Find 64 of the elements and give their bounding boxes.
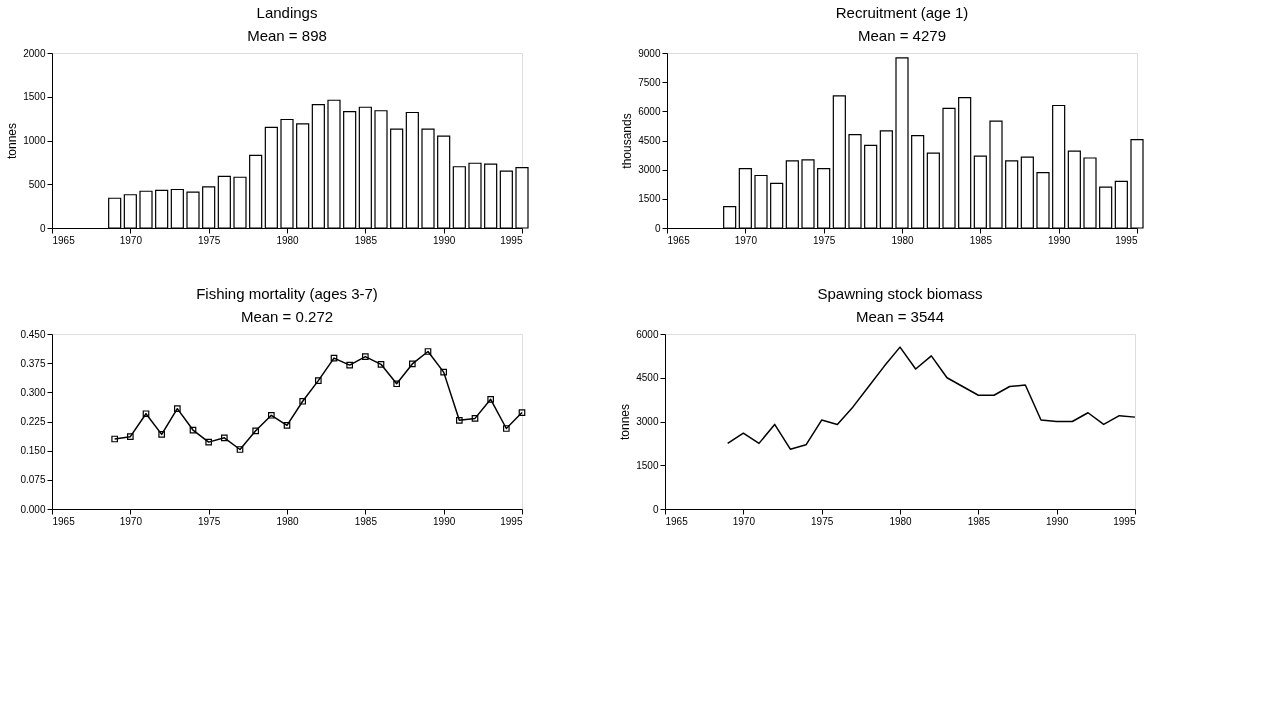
y-tick-label: 1500 — [638, 193, 661, 205]
x-tick-label: 1970 — [119, 234, 143, 246]
y-tick-label: 0 — [652, 503, 659, 515]
y-tick-label: 7500 — [638, 76, 661, 88]
chart-subtitle: Mean = 4279 — [858, 27, 946, 44]
y-tick-label: 6000 — [636, 328, 659, 340]
x-tick-label: 1970 — [734, 234, 758, 246]
y-tick-label: 0.075 — [20, 474, 46, 486]
y-tick-label: 3000 — [636, 416, 659, 427]
chart-title: Fishing mortality (ages 3-7) — [196, 285, 378, 302]
x-tick-label: 1995 — [1113, 515, 1136, 527]
x-tick-label: 1980 — [889, 515, 913, 527]
y-tick-label: 9000 — [638, 47, 661, 59]
x-tick-label: 1995 — [1115, 234, 1138, 246]
x-tick-label: 1995 — [500, 515, 523, 527]
x-tick-label: 1985 — [354, 234, 378, 246]
chart-title: Landings — [256, 4, 318, 21]
y-tick-label: 0.300 — [20, 386, 46, 398]
x-tick-label: 1975 — [198, 234, 221, 246]
y-tick-label: 0 — [654, 222, 661, 234]
y-tick-label: 500 — [28, 178, 46, 190]
x-tick-label: 1970 — [119, 515, 143, 527]
chart-subtitle: Mean = 898 — [247, 27, 327, 44]
x-tick-label: 1990 — [433, 515, 456, 527]
chart-title: Recruitment (age 1) — [835, 4, 969, 21]
x-tick-label: 1965 — [52, 515, 76, 527]
x-tick-label: 1995 — [500, 234, 523, 246]
line-series — [726, 346, 1136, 450]
x-tick-label: 1965 — [52, 234, 76, 246]
x-tick-label: 1985 — [967, 515, 991, 527]
y-tick-label: 1500 — [636, 459, 659, 471]
x-tick-label: 1990 — [1046, 515, 1069, 527]
chart-subtitle: Mean = 3544 — [856, 308, 944, 325]
x-tick-label: 1985 — [354, 515, 378, 527]
x-tick-label: 1980 — [276, 234, 300, 246]
y-axis-title: tonnes — [5, 122, 20, 160]
x-tick-label: 1980 — [891, 234, 915, 246]
y-tick-label: 6000 — [638, 105, 661, 117]
x-tick-label: 1970 — [732, 515, 756, 527]
y-tick-label: 1000 — [23, 135, 46, 146]
y-tick-label: 4500 — [638, 135, 661, 146]
y-tick-label: 0.450 — [20, 328, 46, 340]
chart-title: Spawning stock biomass — [817, 285, 983, 302]
x-tick-label: 1975 — [198, 515, 221, 527]
x-tick-label: 1980 — [276, 515, 300, 527]
y-tick-label: 2000 — [23, 47, 46, 59]
x-tick-label: 1990 — [1048, 234, 1071, 246]
y-tick-label: 3000 — [638, 164, 661, 176]
x-tick-label: 1975 — [811, 515, 834, 527]
y-tick-label: 0.000 — [20, 503, 46, 515]
x-tick-label: 1990 — [433, 234, 456, 246]
x-tick-label: 1975 — [813, 234, 836, 246]
x-tick-label: 1965 — [665, 515, 689, 527]
y-tick-label: 1500 — [23, 91, 46, 103]
chart-subtitle: Mean = 0.272 — [240, 308, 334, 325]
y-tick-label: 0.375 — [20, 357, 46, 369]
y-tick-label: 0.150 — [20, 445, 46, 457]
y-axis-title: thousands — [620, 113, 635, 169]
x-tick-label: 1965 — [667, 234, 691, 246]
y-tick-label: 4500 — [636, 372, 659, 384]
y-axis-title: tonnes — [618, 403, 633, 441]
y-tick-label: 0.225 — [20, 416, 46, 427]
x-tick-label: 1985 — [969, 234, 993, 246]
y-tick-label: 0 — [39, 222, 46, 234]
